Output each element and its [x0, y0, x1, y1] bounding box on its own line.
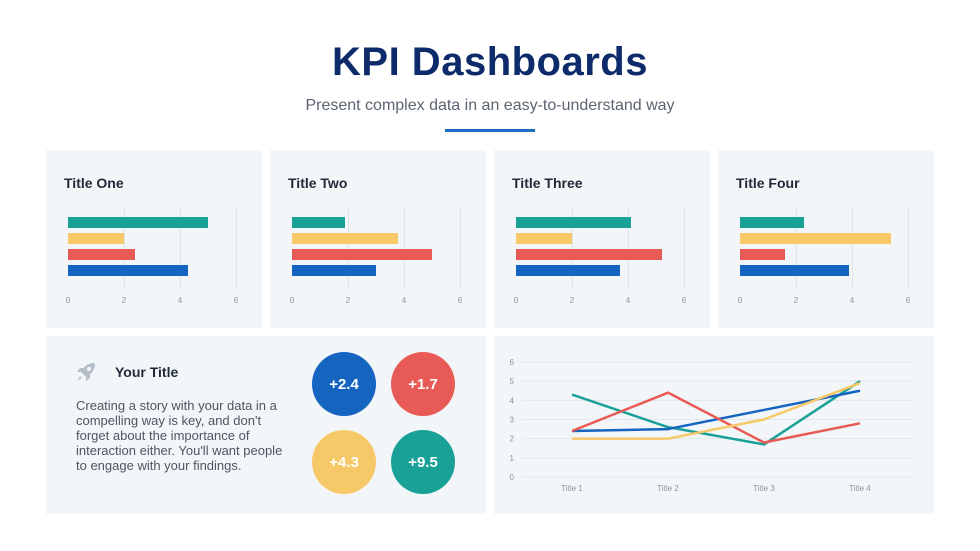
- kpi-circle-blue: +2.4: [312, 352, 376, 416]
- series-line-yellow: [572, 381, 861, 440]
- bar-red: [292, 249, 432, 260]
- x-tick-label: 6: [457, 296, 463, 305]
- line-panel: 0 1 2 3 4 5 6 Title 1 Title 2 Title 3 Title 4: [494, 336, 934, 514]
- x-tick-label: 0: [289, 296, 295, 305]
- chart-title: Title Three: [512, 175, 583, 191]
- bar-red: [68, 249, 136, 260]
- gridline: [180, 206, 181, 290]
- gridline: [124, 206, 125, 290]
- x-tick-label: 0: [65, 296, 71, 305]
- info-panel: Your Title Creating a story with your da…: [46, 336, 486, 514]
- bar-yellow: [516, 233, 572, 244]
- x-tick-label: 6: [233, 296, 239, 305]
- x-tick-label: Title 1: [561, 484, 583, 493]
- title-underline: [445, 129, 535, 132]
- x-tick-label: 2: [121, 296, 127, 305]
- x-tick-label: 2: [345, 296, 351, 305]
- y-tick-label: 4: [510, 396, 515, 405]
- x-tick-label: Title 3: [753, 484, 775, 493]
- x-tick-label: Title 2: [657, 484, 679, 493]
- bar-blue: [68, 265, 189, 276]
- page-subtitle: Present complex data in an easy-to-under…: [305, 97, 675, 114]
- bar-yellow: [740, 233, 892, 244]
- gridline: [236, 206, 237, 290]
- gridline: [908, 206, 909, 290]
- bar-blue: [292, 265, 376, 276]
- x-tick-label: 2: [793, 296, 799, 305]
- kpi-circle-teal: +9.5: [391, 430, 455, 494]
- y-tick-label: 5: [510, 377, 515, 386]
- y-tick-label: 3: [510, 416, 515, 425]
- y-tick-label: 0: [510, 473, 515, 482]
- bar-teal: [292, 217, 346, 228]
- kpi-circle-red: +1.7: [391, 352, 455, 416]
- x-tick-label: 6: [905, 296, 911, 305]
- y-tick-label: 1: [510, 454, 515, 463]
- line-chart: 0 1 2 3 4 5 6 Title 1 Title 2 Title 3 Title 4: [510, 358, 914, 493]
- rocket-icon: [74, 360, 98, 384]
- bar-panel-3: Title Three 0 2 4 6: [494, 150, 710, 328]
- x-tick-label: 4: [177, 296, 183, 305]
- gridline: [348, 206, 349, 290]
- bar-blue: [740, 265, 850, 276]
- bar-panel-4: Title Four 0 2 4 6: [718, 150, 934, 328]
- chart-title: Title Four: [736, 175, 800, 191]
- x-tick-label: 4: [849, 296, 855, 305]
- info-body: Creating a story with your data in a com…: [76, 398, 283, 473]
- chart-title: Title Two: [288, 175, 348, 191]
- y-tick-label: 2: [510, 435, 515, 444]
- bar-blue: [516, 265, 620, 276]
- x-tick-label: 0: [737, 296, 743, 305]
- bar-yellow: [292, 233, 399, 244]
- y-tick-label: 6: [510, 358, 515, 367]
- x-tick-label: 2: [569, 296, 575, 305]
- bar-panel-2: Title Two 0 2 4 6: [270, 150, 486, 328]
- gridline: [796, 206, 797, 290]
- x-tick-label: Title 4: [849, 484, 871, 493]
- gridline: [852, 206, 853, 290]
- gridline: [572, 206, 573, 290]
- gridline: [460, 206, 461, 290]
- x-tick-label: 4: [625, 296, 631, 305]
- bar-yellow: [68, 233, 124, 244]
- info-title: Your Title: [115, 364, 179, 380]
- x-tick-label: 0: [513, 296, 519, 305]
- gridline: [684, 206, 685, 290]
- bar-teal: [740, 217, 805, 228]
- x-tick-label: 6: [681, 296, 687, 305]
- bar-red: [740, 249, 785, 260]
- page-title: KPI Dashboards: [332, 40, 648, 84]
- chart-title: Title One: [64, 175, 124, 191]
- bar-red: [516, 249, 662, 260]
- series-line-red: [571, 391, 861, 444]
- bar-teal: [68, 217, 208, 228]
- bar-panel-1: Title One 0 2 4 6: [46, 150, 262, 328]
- gridline: [628, 206, 629, 290]
- gridline: [404, 206, 405, 290]
- bar-teal: [516, 217, 631, 228]
- kpi-circle-yellow: +4.3: [312, 430, 376, 494]
- x-tick-label: 4: [401, 296, 407, 305]
